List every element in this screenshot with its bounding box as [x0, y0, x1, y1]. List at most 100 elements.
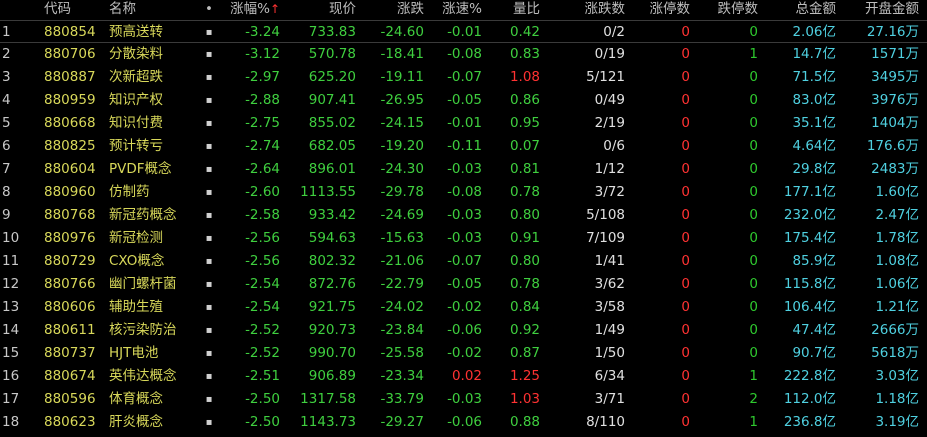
- limit-up-cell: 0: [681, 322, 690, 338]
- limit-up-cell: 0: [681, 92, 690, 108]
- limit-up-cell: 0: [681, 391, 690, 407]
- table-row[interactable]: 11 880729 CXO概念 ▪ -2.56 802.32 -21.06 -0.07 0.80…: [0, 250, 927, 273]
- row-index: 15: [2, 345, 20, 361]
- table-row[interactable]: 5 880668 知识付费 ▪ -2.75 855.02 -24.15 -0.01 0.95 2/…: [0, 112, 927, 135]
- price-cell: 570.78: [308, 46, 356, 62]
- row-index: 5: [2, 115, 11, 131]
- table-row[interactable]: 8 880960 仿制药 ▪ -2.60 1113.55 -29.78 -0.08 0.78 3/…: [0, 181, 927, 204]
- limit-up-cell: 0: [681, 368, 690, 384]
- col-header-updown-count[interactable]: 涨跌数: [584, 1, 626, 17]
- price-cell: 921.75: [308, 299, 356, 315]
- row-index: 14: [2, 322, 20, 338]
- updown-count-cell: 1/12: [594, 161, 625, 177]
- volume-ratio-cell: 0.87: [509, 345, 540, 361]
- updown-count-cell: 3/62: [594, 276, 625, 292]
- change-cell: -21.06: [380, 253, 424, 269]
- col-header-speed[interactable]: 涨速%: [442, 1, 482, 17]
- price-cell: 872.76: [308, 276, 356, 292]
- limit-up-cell: 0: [681, 184, 690, 200]
- row-index: 1: [2, 24, 11, 40]
- row-index: 4: [2, 92, 11, 108]
- limit-up-cell: 0: [681, 24, 690, 40]
- table-row[interactable]: 7 880604 PVDF概念 ▪ -2.64 896.01 -24.30 -0.03 0.81…: [0, 158, 927, 181]
- updown-count-cell: 0/49: [594, 92, 625, 108]
- table-row[interactable]: 16 880674 英伟达概念 ▪ -2.51 906.89 -23.34 0.02 1.25 6…: [0, 365, 927, 388]
- price-cell: 990.70: [308, 345, 356, 361]
- price-cell: 855.02: [308, 115, 356, 131]
- table-row[interactable]: 3 880887 次新超跌 ▪ -2.97 625.20 -19.11 -0.07 1.08 5/…: [0, 66, 927, 89]
- row-marker: ▪: [205, 348, 213, 359]
- row-index: 13: [2, 299, 20, 315]
- row-marker: ▪: [205, 49, 213, 60]
- limit-up-cell: 0: [681, 276, 690, 292]
- col-header-change-pct[interactable]: 涨幅%↑: [218, 0, 280, 20]
- open-amount-cell: 5618万: [871, 345, 919, 361]
- open-amount-cell: 3.19亿: [875, 414, 919, 430]
- updown-count-cell: 7/109: [586, 230, 625, 246]
- table-row[interactable]: 1 880854 预高送转 ▪ -3.24 733.83 -24.60 -0.01 0.42 0/…: [0, 20, 927, 43]
- col-header-change[interactable]: 涨跌: [397, 1, 424, 17]
- table-row[interactable]: 6 880825 预计转亏 ▪ -2.74 682.05 -19.20 -0.11 0.07 0/…: [0, 135, 927, 158]
- table-row[interactable]: 15 880737 HJT电池 ▪ -2.52 990.70 -25.58 -0.02 0.87…: [0, 342, 927, 365]
- speed-cell: -0.01: [447, 24, 482, 40]
- table-row[interactable]: 4 880959 知识产权 ▪ -2.88 907.41 -26.95 -0.05 0.86 0/…: [0, 89, 927, 112]
- change-cell: -26.95: [380, 92, 424, 108]
- col-header-amount[interactable]: 总金额: [795, 1, 837, 17]
- updown-count-cell: 0/19: [594, 46, 625, 62]
- sector-code: 880729: [44, 253, 96, 269]
- sector-code: 880887: [44, 69, 96, 85]
- change-pct-cell: -2.52: [245, 322, 280, 338]
- amount-cell: 83.0亿: [792, 92, 836, 108]
- limit-up-cell: 0: [681, 115, 690, 131]
- volume-ratio-cell: 0.88: [509, 414, 540, 430]
- limit-up-cell: 0: [681, 69, 690, 85]
- sector-name: 次新超跌: [109, 69, 163, 85]
- change-pct-cell: -3.24: [245, 24, 280, 40]
- volume-ratio-cell: 0.42: [509, 24, 540, 40]
- open-amount-cell: 1.21亿: [875, 299, 919, 315]
- price-cell: 802.32: [308, 253, 356, 269]
- limit-down-cell: 0: [749, 92, 758, 108]
- row-marker: ▪: [205, 27, 213, 38]
- amount-cell: 4.64亿: [792, 138, 836, 154]
- table-row[interactable]: 13 880606 辅助生殖 ▪ -2.54 921.75 -24.02 -0.02 0.84 3…: [0, 296, 927, 319]
- table-row[interactable]: 18 880623 肝炎概念 ▪ -2.50 1143.73 -29.27 -0.06 0.88…: [0, 411, 927, 434]
- table-row[interactable]: 17 880596 体育概念 ▪ -2.50 1317.58 -33.79 -0.03 1.03…: [0, 388, 927, 411]
- speed-cell: -0.06: [447, 322, 482, 338]
- volume-ratio-cell: 0.81: [509, 161, 540, 177]
- table-row[interactable]: 10 880976 新冠检测 ▪ -2.56 594.63 -15.63 -0.03 0.91 7…: [0, 227, 927, 250]
- price-cell: 896.01: [308, 161, 356, 177]
- limit-down-cell: 0: [749, 69, 758, 85]
- col-header-code[interactable]: 代码: [44, 1, 71, 17]
- amount-cell: 35.1亿: [792, 115, 836, 131]
- row-marker: ▪: [205, 417, 213, 428]
- row-index: 12: [2, 276, 20, 292]
- change-pct-cell: -2.56: [245, 253, 280, 269]
- col-header-open-amount[interactable]: 开盘金额: [865, 1, 919, 17]
- change-cell: -29.27: [380, 414, 424, 430]
- sector-name: 肝炎概念: [109, 414, 163, 430]
- limit-up-cell: 0: [681, 207, 690, 223]
- table-row[interactable]: 12 880766 幽门螺杆菌 ▪ -2.54 872.76 -22.79 -0.05 0.78…: [0, 273, 927, 296]
- table-row[interactable]: 2 880706 分散染料 ▪ -3.12 570.78 -18.41 -0.08 0.83 0/…: [0, 43, 927, 66]
- col-header-limit-down[interactable]: 跌停数: [717, 1, 759, 17]
- price-cell: 733.83: [308, 24, 356, 40]
- table-header: 代码 名称 • 涨幅%↑ 现价 涨跌 涨速% 量比 涨跌数 涨停数 跌停数 总金…: [0, 0, 927, 20]
- sector-code: 880768: [44, 207, 96, 223]
- limit-down-cell: 0: [749, 161, 758, 177]
- limit-down-cell: 1: [749, 414, 758, 430]
- open-amount-cell: 3495万: [871, 69, 919, 85]
- sector-code: 880623: [44, 414, 96, 430]
- change-cell: -24.30: [380, 161, 424, 177]
- col-header-price[interactable]: 现价: [329, 1, 356, 17]
- amount-cell: 106.4亿: [783, 299, 836, 315]
- col-header-limit-up[interactable]: 涨停数: [649, 1, 691, 17]
- col-header-name[interactable]: 名称: [109, 1, 136, 17]
- table-row[interactable]: 14 880611 核污染防治 ▪ -2.52 920.73 -23.84 -0.06 0.92…: [0, 319, 927, 342]
- table-row[interactable]: 9 880768 新冠药概念 ▪ -2.58 933.42 -24.69 -0.03 0.80 5…: [0, 204, 927, 227]
- change-cell: -19.20: [380, 138, 424, 154]
- amount-cell: 14.7亿: [792, 46, 836, 62]
- row-index: 7: [2, 161, 11, 177]
- amount-cell: 177.1亿: [783, 184, 836, 200]
- col-header-volume-ratio[interactable]: 量比: [513, 1, 540, 17]
